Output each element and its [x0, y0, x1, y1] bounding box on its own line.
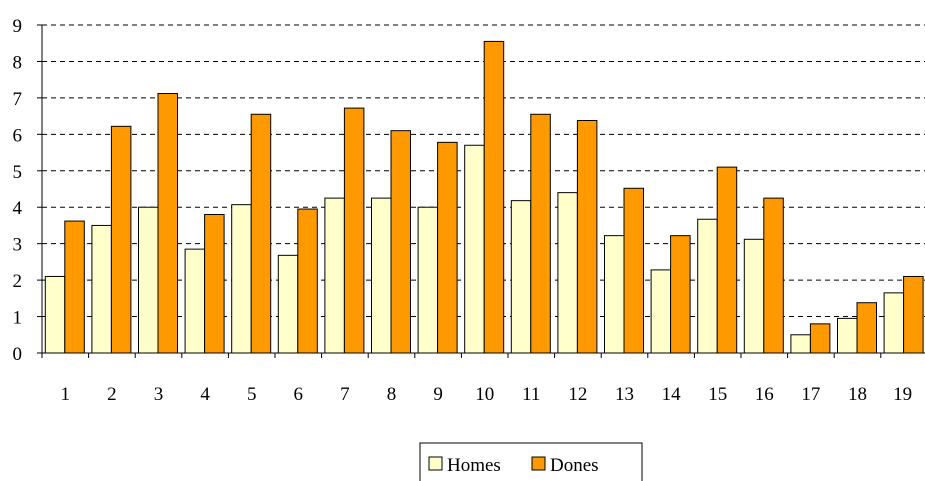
y-tick-label: 5 [13, 162, 23, 183]
legend-label-homes: Homes [447, 455, 501, 476]
x-ticks: 1 2 3 4 5 6 7 8 9 10 11 12 13 14 15 16 17 18 19 [41, 353, 912, 405]
bar-dones-18 [856, 302, 877, 354]
bar-homes-5 [231, 204, 252, 354]
bar-homes-7 [324, 197, 345, 354]
bar-dones-12 [576, 119, 598, 354]
x-tick-label: 1 [61, 384, 71, 405]
bar-dones-2 [110, 125, 132, 354]
x-tick-label: 12 [568, 384, 587, 405]
x-tick-label: 18 [848, 384, 867, 405]
x-tick-label: 14 [662, 384, 682, 405]
y-tick-label: 3 [13, 235, 23, 256]
y-tick-label: 2 [13, 271, 23, 292]
bar-dones-5 [250, 113, 272, 354]
x-tick-label: 16 [755, 384, 774, 405]
y-tick-label: 6 [13, 125, 23, 146]
x-tick-label: 4 [200, 384, 210, 405]
x-tick-label: 8 [387, 384, 397, 405]
bar-homes-6 [277, 254, 299, 354]
bar-homes-1 [44, 275, 66, 354]
y-tick-label: 8 [13, 52, 23, 73]
y-tick-label: 0 [13, 344, 23, 365]
x-tick-label: 6 [294, 384, 304, 405]
bar-homes-18 [837, 317, 858, 354]
bar-dones-14 [670, 235, 691, 354]
x-tick-label: 3 [154, 384, 164, 405]
bar-dones-13 [623, 187, 644, 354]
bar-homes-19 [883, 292, 905, 354]
bar-dones-11 [530, 113, 551, 354]
bar-homes-16 [743, 238, 765, 354]
legend-swatch-homes [428, 456, 443, 471]
bar-dones-1 [64, 220, 85, 354]
legend: Homes Dones [419, 442, 643, 481]
bar-dones-16 [763, 197, 784, 354]
bars [44, 40, 924, 354]
x-tick-label: 11 [522, 384, 540, 405]
bar-dones-7 [343, 107, 365, 354]
x-tick-label: 17 [801, 384, 820, 405]
bar-dones-15 [716, 166, 738, 354]
bar-dones-3 [157, 93, 178, 354]
bar-homes-12 [557, 192, 578, 354]
bar-dones-4 [204, 214, 225, 354]
x-tick-label: 15 [708, 384, 727, 405]
bar-homes-10 [464, 144, 485, 354]
x-tick-label: 2 [107, 384, 117, 405]
y-tick-label: 9 [13, 16, 23, 37]
bar-homes-4 [184, 248, 206, 354]
bar-homes-13 [604, 235, 625, 354]
bar-homes-11 [510, 200, 532, 354]
bar-dones-19 [903, 275, 924, 354]
bar-dones-9 [437, 141, 458, 354]
legend-label-dones: Dones [550, 455, 599, 476]
axes [41, 25, 925, 354]
y-tick-label: 1 [13, 308, 23, 329]
bar-homes-17 [790, 334, 811, 354]
y-tick-label: 4 [13, 198, 23, 219]
legend-swatch-dones [531, 456, 546, 471]
x-tick-label: 13 [615, 384, 634, 405]
bar-dones-6 [297, 208, 318, 354]
legend-box [419, 442, 643, 481]
bar-homes-8 [371, 197, 392, 354]
x-tick-label: 5 [247, 384, 257, 405]
bar-homes-2 [91, 224, 112, 354]
y-ticks: 0 1 2 3 4 5 6 7 8 9 [13, 16, 42, 365]
bar-homes-15 [697, 218, 718, 354]
bar-dones-8 [390, 130, 411, 354]
bar-homes-14 [650, 269, 672, 354]
y-tick-label: 7 [13, 89, 23, 110]
x-tick-label: 7 [340, 384, 350, 405]
x-tick-label: 10 [475, 384, 494, 405]
bar-homes-3 [138, 206, 159, 354]
bar-homes-9 [417, 206, 439, 354]
x-tick-label: 19 [893, 384, 912, 405]
bar-dones-10 [483, 40, 505, 354]
bar-dones-17 [809, 323, 831, 354]
x-tick-label: 9 [433, 384, 443, 405]
